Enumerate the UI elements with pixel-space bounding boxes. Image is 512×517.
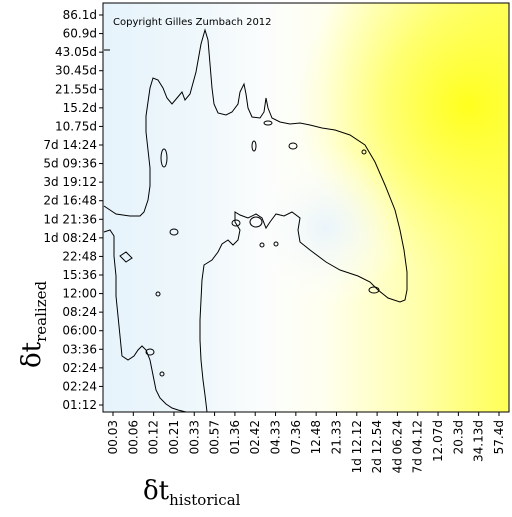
y-tick-label: 06:00 [62,324,97,338]
x-tick-label: 01.36 [228,420,242,454]
x-tick-label: 00.57 [208,420,222,454]
y-tick-label: 3d 19:12 [43,175,97,189]
y-tick-label: 22:48 [62,249,97,263]
y-tick-label: 02:24 [62,379,97,393]
x-tick-label: 00.21 [167,420,181,454]
x-tick-label: 1d 12.12 [350,420,364,473]
y-tick-label: 12:00 [62,287,97,301]
y-tick-label: 60.9d [63,27,97,41]
x-tick-label: 4d 06.24 [390,420,404,473]
contour-island [263,120,273,126]
y-axis: 86.1d 60.9d 43.05d 30.45d 21.55d 15.2d 10.75d 7… [43,8,103,412]
x-tick-label: 02.42 [248,420,262,454]
x-tick-label: 34.13d [472,420,486,462]
x-tick-label: 12.07d [431,420,445,462]
x-axis-title-subscript: historical [169,491,241,509]
x-tick-label: 04.33 [269,420,283,454]
x-axis: 00.03 00.06 00.12 00.21 00.33 00.57 01.36 02.42… [106,412,506,473]
y-tick-label: 03:36 [62,342,97,356]
y-tick-label: 30.45d [55,64,97,78]
plot-frame [102,2,510,413]
contour-island [159,371,165,377]
y-tick-label: 5d 09:36 [43,157,97,171]
x-tick-label: 00.06 [126,420,140,454]
svg-text:δtrealized: δtrealized [17,281,50,368]
x-axis-title-symbol: δt [143,476,170,506]
y-tick-label: 86.1d [63,8,97,22]
contour-line-lower [103,229,187,412]
x-tick-label: 07.36 [289,420,303,454]
contour-island [273,241,279,247]
x-tick-label: 00.03 [106,420,120,454]
y-tick-label: 21.55d [55,82,97,96]
x-tick-label: 00.33 [187,420,201,454]
y-tick-label: 1d 08:24 [43,231,97,245]
y-tick-label: 15:36 [62,268,97,282]
x-tick-label: 12.48 [309,420,323,454]
x-tick-label: 2d 12.54 [370,420,384,473]
y-tick-label: 10.75d [55,119,97,133]
y-tick-label: 43.05d [55,45,97,59]
contour-island [160,148,168,168]
heatmap-cool-region [103,3,509,412]
y-axis-title: δtrealized [17,281,50,368]
contour-island [231,219,241,227]
y-tick-label: 15.2d [63,101,97,115]
x-tick-label: 57.4d [492,420,506,454]
contour-island [251,140,257,152]
plot-area [103,3,509,412]
contour-island [155,291,161,297]
contour-island [368,286,380,294]
y-axis-title-subscript: realized [32,281,50,342]
x-tick-label: 00.12 [147,420,161,454]
y-tick-label: 7d 14:24 [43,138,97,152]
y-tick-label: 08:24 [62,305,97,319]
x-tick-label: 7d 04.12 [411,420,425,473]
copyright-notice: Copyright Gilles Zumbach 2012 [113,17,272,28]
contour-island [145,348,155,356]
x-tick-label: 21.33 [329,420,343,454]
contour-island [288,142,298,150]
y-axis-title-symbol: δt [17,341,47,368]
contour-island [259,242,265,248]
contour-island [249,216,263,228]
y-tick-label: 2d 16:48 [43,194,97,208]
contour-island [361,149,367,155]
svg-text:δthistorical: δthistorical [143,476,241,509]
y-tick-label: 02:24 [62,361,97,375]
y-tick-label: 1d 21:36 [43,212,97,226]
contour-line-spike-mid [119,251,133,263]
x-axis-title: δthistorical [143,476,241,509]
y-tick-label: 01:12 [62,398,97,412]
x-tick-label: 20.3d [451,420,465,454]
contour-island [169,228,179,236]
